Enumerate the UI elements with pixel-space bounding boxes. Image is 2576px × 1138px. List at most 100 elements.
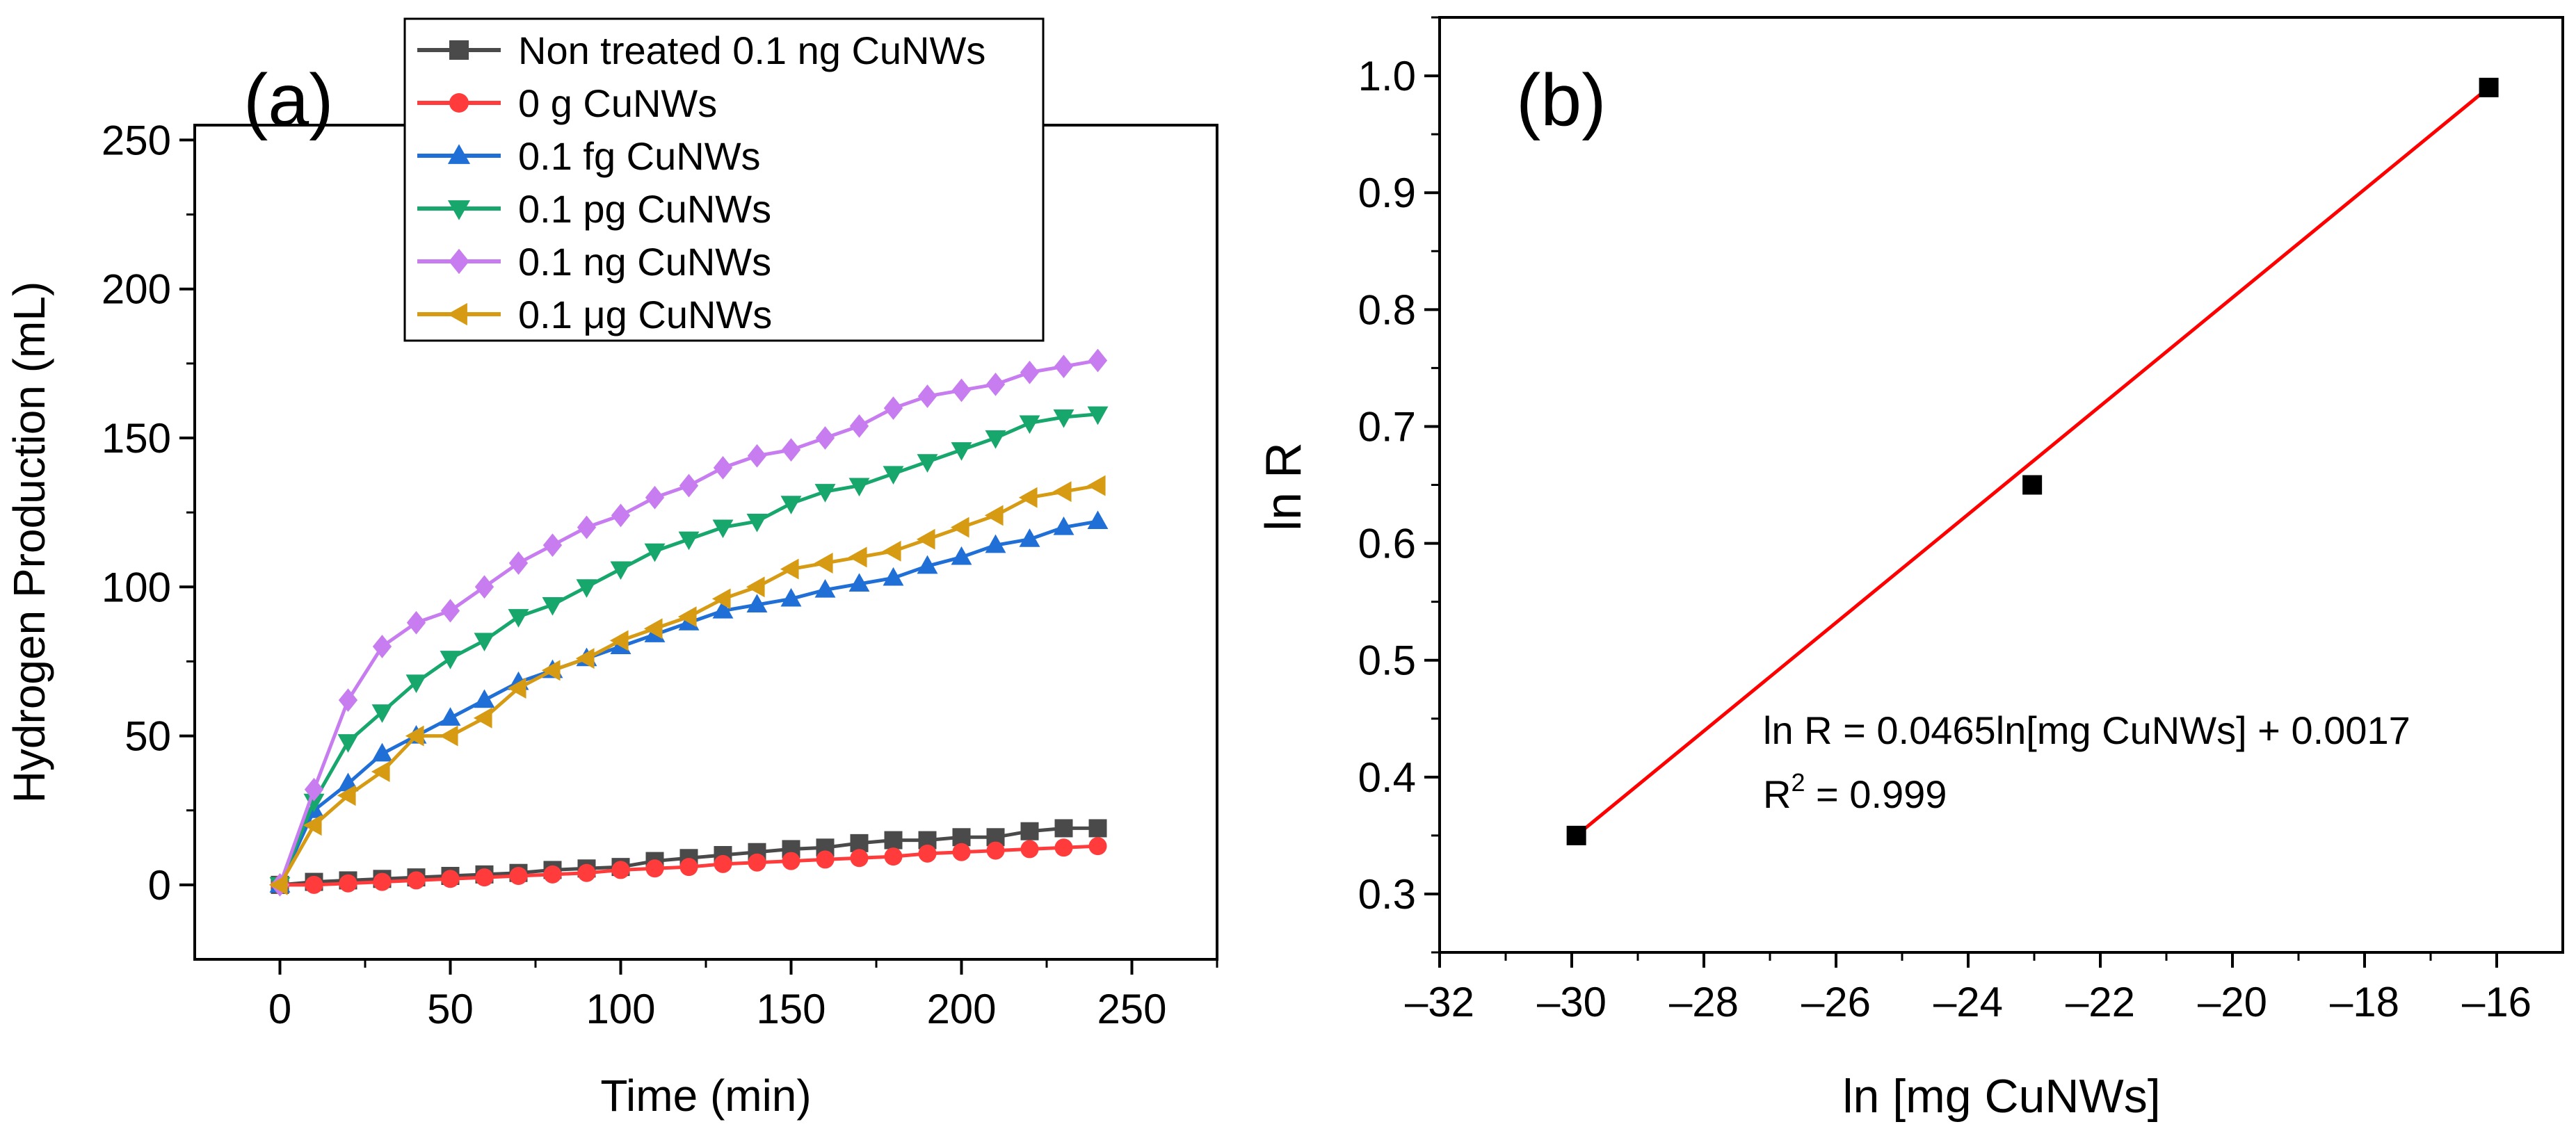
y-tick-label: 0.6	[1358, 521, 1416, 567]
x-tick-label: –20	[2198, 979, 2267, 1025]
data-point	[474, 633, 495, 652]
panel-b-label: (b)	[1516, 59, 1607, 141]
y-tick-label: 150	[102, 415, 171, 462]
panel-a-chart: 0 50 100 150 200 250 0 50 100 150 200 250 (a) Time …	[4, 17, 1218, 1121]
data-point	[643, 618, 663, 640]
data-point	[746, 576, 765, 598]
data-point	[883, 396, 903, 421]
data-point	[781, 438, 801, 462]
panel-b-x-axis-title: ln [mg CuNWs]	[1842, 1070, 2160, 1123]
data-point	[883, 466, 904, 485]
y-tick-label: 250	[102, 117, 171, 163]
data-point	[406, 610, 426, 635]
data-point	[1053, 409, 1074, 428]
data-point	[848, 573, 870, 592]
series-3	[269, 406, 1109, 896]
data-point	[440, 707, 461, 726]
data-point	[986, 841, 1005, 860]
legend-label: Non treated 0.1 ng CuNWs	[518, 29, 985, 72]
panel-a-label: (a)	[243, 59, 334, 141]
x-tick-label: –16	[2462, 979, 2531, 1025]
x-tick-label: –30	[1537, 979, 1607, 1025]
data-point	[746, 594, 768, 613]
data-point	[337, 785, 356, 806]
data-point	[1019, 415, 1040, 434]
panel-a-x-axis-title: Time (min)	[600, 1071, 811, 1121]
data-point	[1087, 406, 1109, 425]
x-tick-label: –24	[1933, 979, 2003, 1025]
data-point	[713, 455, 733, 480]
y-tick-label: 0.3	[1358, 871, 1416, 918]
y-tick-label: 0.4	[1358, 754, 1416, 801]
series-5	[268, 475, 1106, 895]
data-point	[712, 519, 734, 539]
x-tick-label: 50	[427, 986, 474, 1032]
data-point	[508, 609, 529, 628]
data-point	[814, 578, 836, 598]
data-point	[950, 517, 969, 538]
x-tick-label: –22	[2066, 979, 2135, 1025]
data-point	[780, 587, 802, 607]
data-point	[1020, 822, 1039, 840]
data-point	[541, 660, 561, 681]
data-point	[1020, 840, 1039, 859]
legend-item: 0.1 pg CuNWs	[417, 187, 771, 231]
data-point	[611, 503, 631, 528]
y-tick-label: 50	[124, 713, 171, 760]
data-point	[985, 430, 1006, 449]
data-point	[1053, 516, 1074, 535]
data-point	[371, 742, 393, 762]
panel-a-legend: Non treated 0.1 ng CuNWs 0 g CuNWs 0.1 fg …	[403, 17, 1045, 342]
data-point	[917, 384, 937, 408]
data-point	[748, 853, 766, 872]
x-tick-label: –26	[1801, 979, 1871, 1025]
x-tick-label: 0	[268, 986, 291, 1032]
legend-item: Non treated 0.1 ng CuNWs	[417, 29, 985, 72]
data-point	[780, 558, 799, 580]
data-point	[815, 426, 835, 450]
data-point	[645, 485, 665, 510]
data-point	[918, 844, 937, 863]
data-point	[373, 872, 392, 891]
data-point	[916, 528, 935, 550]
legend-marker	[447, 144, 471, 164]
legend-item: 0.1 fg CuNWs	[417, 134, 761, 178]
x-tick-label: 250	[1097, 986, 1166, 1032]
r-squared: R2 = 0.999	[1763, 768, 1947, 816]
data-point	[2479, 77, 2499, 97]
y-tick-label: 0	[148, 862, 171, 909]
x-tick-label: –32	[1405, 979, 1474, 1025]
data-point	[542, 596, 563, 616]
x-tick-label: 150	[756, 986, 826, 1032]
legend-marker	[447, 302, 467, 326]
data-point	[951, 378, 972, 403]
x-tick-label: 100	[586, 986, 655, 1032]
data-point	[747, 444, 767, 468]
data-point	[371, 761, 390, 782]
legend-label: 0.1 fg CuNWs	[518, 134, 761, 178]
data-point	[780, 496, 802, 514]
legend-label: 0.1 μg CuNWs	[518, 293, 772, 336]
data-point	[610, 561, 631, 580]
data-point	[543, 865, 562, 884]
legend-label: 0.1 ng CuNWs	[518, 240, 771, 284]
data-point	[542, 533, 563, 558]
data-point	[576, 579, 597, 598]
fit-line	[1575, 86, 2490, 837]
data-point	[712, 599, 734, 619]
data-point	[1088, 819, 1107, 838]
data-point	[405, 674, 427, 694]
data-point	[473, 707, 492, 729]
data-point	[407, 871, 426, 890]
data-point	[884, 847, 903, 866]
data-point	[814, 553, 833, 574]
series-line	[278, 519, 1098, 886]
data-point	[849, 414, 869, 438]
legend-label: 0.1 pg CuNWs	[518, 187, 771, 231]
data-point	[850, 849, 869, 868]
data-point	[1088, 837, 1107, 856]
legend-item: 0.1 μg CuNWs	[417, 293, 772, 336]
y-tick-label: 0.8	[1358, 286, 1416, 333]
y-tick-label: 200	[102, 266, 171, 313]
data-point	[303, 815, 322, 836]
